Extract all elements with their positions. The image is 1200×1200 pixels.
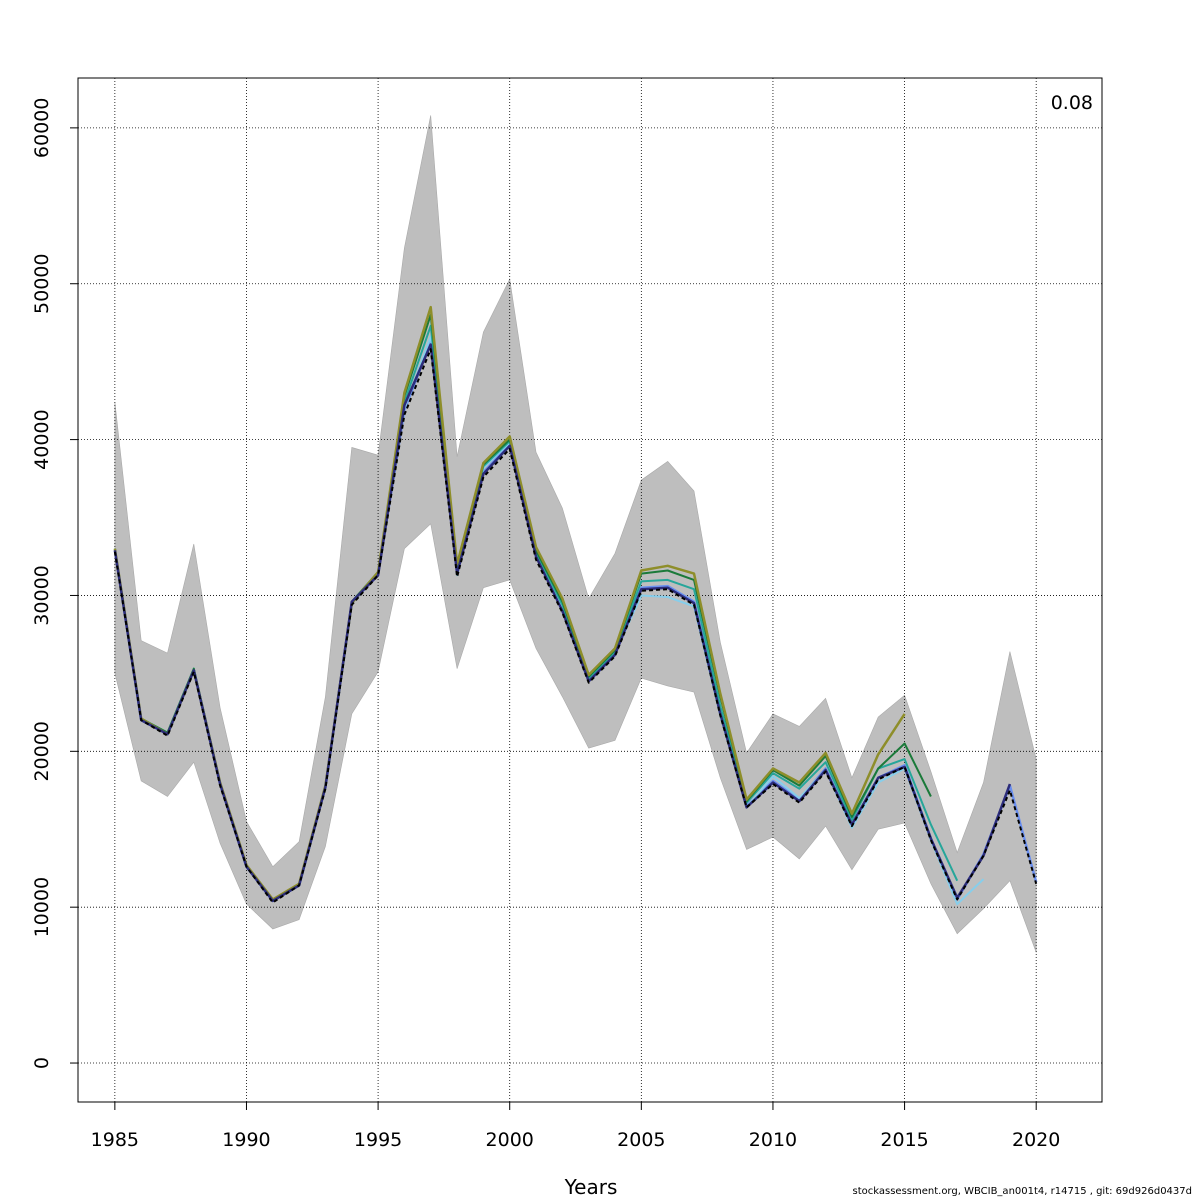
y-tick-label: 20000 xyxy=(31,721,53,781)
y-tick-label: 60000 xyxy=(31,98,53,158)
x-tick-label: 2005 xyxy=(617,1129,665,1151)
x-axis-title: Years xyxy=(564,1175,618,1199)
y-tick-label: 40000 xyxy=(31,409,53,469)
plot-frame xyxy=(77,77,1103,1103)
x-tick-label: 1985 xyxy=(91,1129,139,1151)
y-tick-label: 0 xyxy=(31,1057,53,1069)
y-axis: 0 10000 20000 30000 40000 50000 60000 xyxy=(31,98,78,1069)
x-axis: 1985 1990 1995 2000 2005 2010 2015 2020 xyxy=(91,1102,1060,1151)
x-tick-label: 1990 xyxy=(222,1129,270,1151)
corner-label: 0.08 xyxy=(1051,92,1093,114)
x-tick-label: 1995 xyxy=(354,1129,402,1151)
confidence-band xyxy=(114,115,1037,953)
footer-note: stockassessment.org, WBCIB_an001t4, r147… xyxy=(852,1186,1193,1197)
x-tick-label: 2015 xyxy=(880,1129,928,1151)
grid-layer xyxy=(78,78,1102,1102)
y-tick-label: 30000 xyxy=(31,565,53,625)
series-line xyxy=(113,348,1038,904)
y-tick-label: 10000 xyxy=(31,877,53,937)
y-tick-label: 50000 xyxy=(31,254,53,314)
series-layer xyxy=(113,305,1038,906)
confidence-band-layer xyxy=(114,115,1037,953)
x-tick-label: 2020 xyxy=(1012,1129,1060,1151)
x-tick-label: 2000 xyxy=(486,1129,534,1151)
x-tick-label: 2010 xyxy=(749,1129,797,1151)
